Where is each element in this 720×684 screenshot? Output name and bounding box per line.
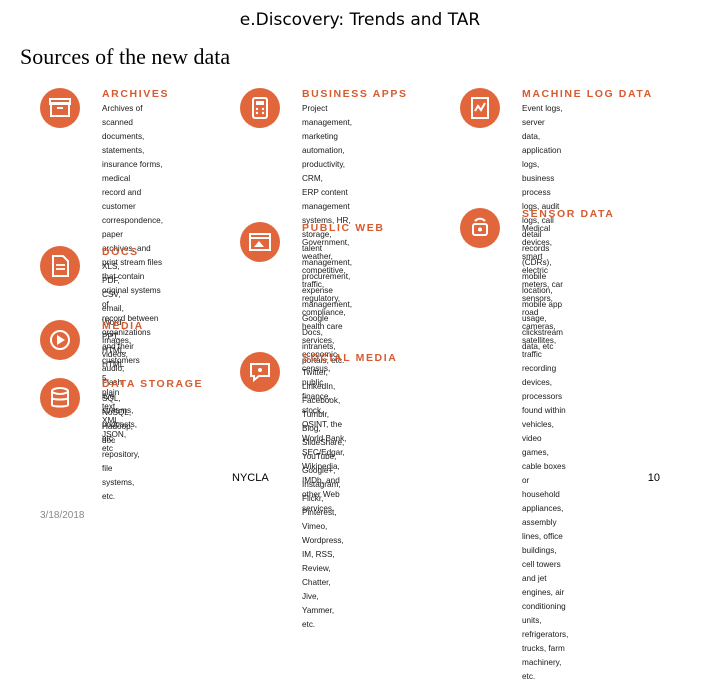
- sensor-icon: [460, 208, 500, 248]
- data-sources-infographic: ARCHIVES Archives of scanned documents, …: [34, 84, 654, 681]
- category-description: Event logs, server data, application log…: [522, 104, 563, 351]
- archive-box-icon: [40, 88, 80, 128]
- category-title: BUSINESS APPS: [302, 88, 408, 100]
- category-description: SQL, NoSQL, Hadoop, doc repository, file…: [102, 394, 140, 501]
- log-chart-icon: [460, 88, 500, 128]
- category-description: Images, videos, audio, Flash, live strea…: [102, 336, 138, 443]
- category-title: DOCS: [102, 246, 139, 258]
- category-title: SENSOR DATA: [522, 208, 615, 220]
- media-icon: [40, 320, 80, 360]
- category-title: DATA STORAGE: [102, 378, 204, 390]
- category-title: PUBLIC WEB: [302, 222, 385, 234]
- category-description: Government, weather, competitive, traffi…: [302, 238, 350, 513]
- category-description: XLS, PDF, CSV, email, Word, PPT, HTML, H…: [102, 262, 127, 453]
- category-description: Project management, marketing automation…: [302, 104, 353, 365]
- category-description: Twitter, LinkedIn, Facebook, Tumblr, Blo…: [302, 368, 345, 629]
- slide-title: e.Discovery: Trends and TAR: [239, 10, 481, 30]
- browser-image-icon: [240, 222, 280, 262]
- category-title: ARCHIVES: [102, 88, 170, 100]
- category-description: Medical devices, smart electric meters, …: [522, 224, 569, 681]
- database-icon: [40, 378, 80, 418]
- category-title: MACHINE LOG DATA: [522, 88, 653, 100]
- category-title: SOCIAL MEDIA: [302, 352, 398, 364]
- footer-organization: NYCLA: [232, 472, 269, 484]
- footer-date: 3/18/2018: [40, 510, 85, 521]
- calculator-icon: [240, 88, 280, 128]
- page-number: 10: [647, 472, 660, 484]
- category-title: MEDIA: [102, 320, 144, 332]
- slide-subtitle: Sources of the new data: [20, 44, 231, 69]
- chat-bubble-icon: [240, 352, 280, 392]
- document-icon: [40, 246, 80, 286]
- category-description: Archives of scanned documents, statement…: [102, 104, 163, 365]
